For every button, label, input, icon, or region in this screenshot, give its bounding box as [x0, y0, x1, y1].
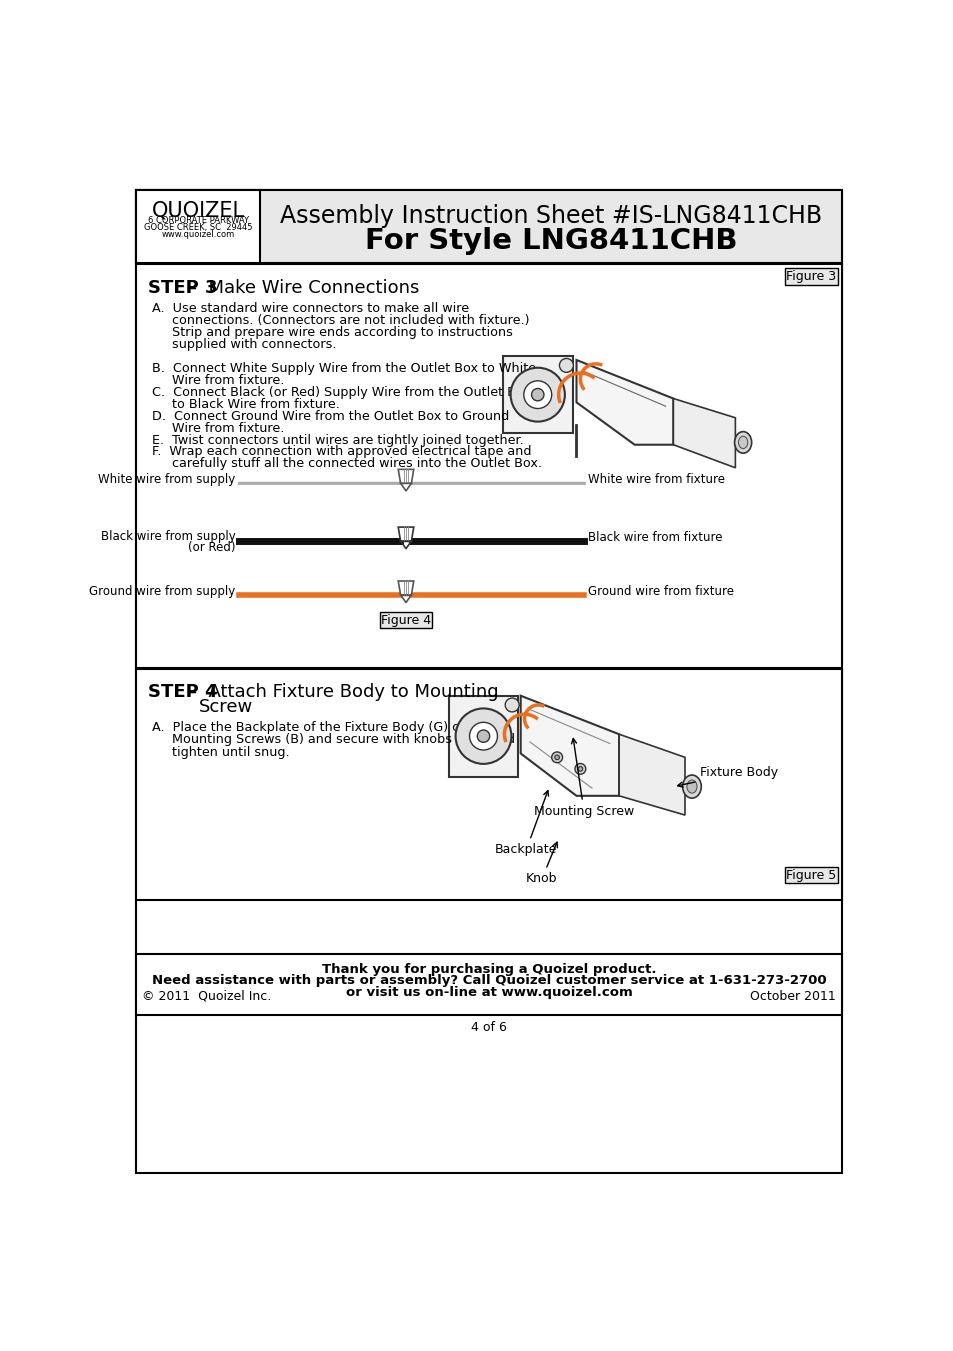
Bar	[136, 954, 841, 1016]
Text: Knob: Knob	[525, 842, 558, 885]
Text: to Black Wire from fixture.: to Black Wire from fixture.	[152, 397, 339, 411]
Text: (or Red): (or Red)	[188, 540, 235, 554]
Text: White wire from supply: White wire from supply	[98, 473, 235, 486]
Circle shape	[551, 753, 562, 763]
Text: Assembly Instruction Sheet #IS-LNG8411CHB: Assembly Instruction Sheet #IS-LNG8411CH…	[279, 204, 821, 228]
Text: Black wire from supply: Black wire from supply	[101, 530, 235, 543]
Text: Figure 4: Figure 4	[380, 615, 431, 627]
Polygon shape	[397, 527, 414, 540]
Text: Strip and prepare wire ends according to instructions: Strip and prepare wire ends according to…	[152, 326, 512, 339]
Text: –  Make Wire Connections: – Make Wire Connections	[188, 280, 419, 297]
Text: Figure 5: Figure 5	[785, 869, 836, 882]
Circle shape	[558, 358, 573, 373]
Text: or visit us on-line at www.quoizel.com: or visit us on-line at www.quoizel.com	[345, 986, 632, 998]
Circle shape	[531, 389, 543, 401]
Polygon shape	[397, 469, 414, 484]
Text: 6 CORPORATE PARKWAY: 6 CORPORATE PARKWAY	[148, 216, 249, 226]
Text: F.  Wrap each connection with approved electrical tape and: F. Wrap each connection with approved el…	[152, 446, 531, 458]
Text: supplied with connectors.: supplied with connectors.	[152, 338, 336, 351]
Bar	[136, 669, 841, 900]
Circle shape	[476, 730, 489, 742]
Bar	[136, 190, 841, 263]
Text: Fixture Body: Fixture Body	[677, 766, 778, 788]
Circle shape	[555, 755, 558, 759]
Text: Mounting Screws (B) and secure with knobs (F). Hand: Mounting Screws (B) and secure with knob…	[152, 734, 515, 747]
Text: GOOSE CREEK, SC  29445: GOOSE CREEK, SC 29445	[144, 223, 253, 232]
Circle shape	[578, 766, 582, 771]
Polygon shape	[520, 696, 618, 796]
Text: Backplate: Backplate	[495, 790, 557, 857]
Polygon shape	[618, 734, 684, 815]
Text: For Style LNG8411CHB: For Style LNG8411CHB	[364, 227, 737, 255]
Text: 4 of 6: 4 of 6	[471, 1021, 506, 1035]
Circle shape	[575, 763, 585, 774]
Circle shape	[510, 367, 564, 422]
Bar	[448, 696, 517, 777]
Bar	[136, 263, 841, 667]
Text: Wire from fixture.: Wire from fixture.	[152, 374, 284, 386]
Text: STEP 3: STEP 3	[148, 280, 217, 297]
Polygon shape	[673, 399, 735, 467]
Text: Ground wire from supply: Ground wire from supply	[90, 585, 235, 597]
Text: Mounting Screw: Mounting Screw	[534, 739, 634, 817]
Circle shape	[505, 698, 518, 712]
Polygon shape	[397, 581, 414, 594]
Text: STEP 4: STEP 4	[148, 682, 217, 701]
Text: D.  Connect Ground Wire from the Outlet Box to Ground: D. Connect Ground Wire from the Outlet B…	[152, 409, 509, 423]
Bar	[784, 267, 837, 285]
Text: Wire from fixture.: Wire from fixture.	[152, 422, 284, 435]
Circle shape	[456, 708, 511, 763]
Text: A.  Place the Backplate of the Fixture Body (G) over the: A. Place the Backplate of the Fixture Bo…	[152, 721, 505, 734]
Ellipse shape	[738, 436, 747, 449]
Text: White wire from fixture: White wire from fixture	[587, 473, 724, 486]
Text: A.  Use standard wire connectors to make all wire: A. Use standard wire connectors to make …	[152, 303, 469, 315]
Bar	[136, 190, 260, 263]
Text: Figure 3: Figure 3	[785, 270, 836, 282]
Text: October 2011: October 2011	[749, 990, 835, 1002]
Ellipse shape	[734, 431, 751, 453]
Text: B.  Connect White Supply Wire from the Outlet Box to White: B. Connect White Supply Wire from the Ou…	[152, 362, 536, 376]
Text: connections. (Connectors are not included with fixture.): connections. (Connectors are not include…	[152, 315, 529, 327]
Text: © 2011  Quoizel Inc.: © 2011 Quoizel Inc.	[142, 990, 272, 1002]
Polygon shape	[576, 359, 673, 444]
Text: carefully stuff all the connected wires into the Outlet Box.: carefully stuff all the connected wires …	[152, 458, 541, 470]
Text: C.  Connect Black (or Red) Supply Wire from the Outlet Box: C. Connect Black (or Red) Supply Wire fr…	[152, 386, 530, 399]
Text: E.  Twist connectors until wires are tightly joined together.: E. Twist connectors until wires are tigh…	[152, 434, 523, 447]
Text: Thank you for purchasing a Quoizel product.: Thank you for purchasing a Quoizel produ…	[321, 963, 656, 975]
Circle shape	[469, 723, 497, 750]
Text: www.quoizel.com: www.quoizel.com	[161, 230, 234, 239]
Text: tighten until snug.: tighten until snug.	[152, 746, 289, 759]
Text: QUOIZEL: QUOIZEL	[152, 200, 245, 220]
Bar	[379, 612, 432, 628]
Bar	[502, 357, 572, 434]
Text: –  Attach Fixture Body to Mounting: – Attach Fixture Body to Mounting	[188, 682, 498, 701]
Text: Screw: Screw	[199, 698, 253, 716]
Text: Need assistance with parts or assembly? Call Quoizel customer service at 1-631-2: Need assistance with parts or assembly? …	[152, 974, 825, 988]
Ellipse shape	[682, 775, 700, 798]
Text: Black wire from fixture: Black wire from fixture	[587, 531, 721, 543]
Ellipse shape	[686, 780, 697, 793]
Circle shape	[523, 381, 551, 408]
Bar	[784, 867, 837, 882]
Text: Ground wire from fixture: Ground wire from fixture	[587, 585, 734, 597]
